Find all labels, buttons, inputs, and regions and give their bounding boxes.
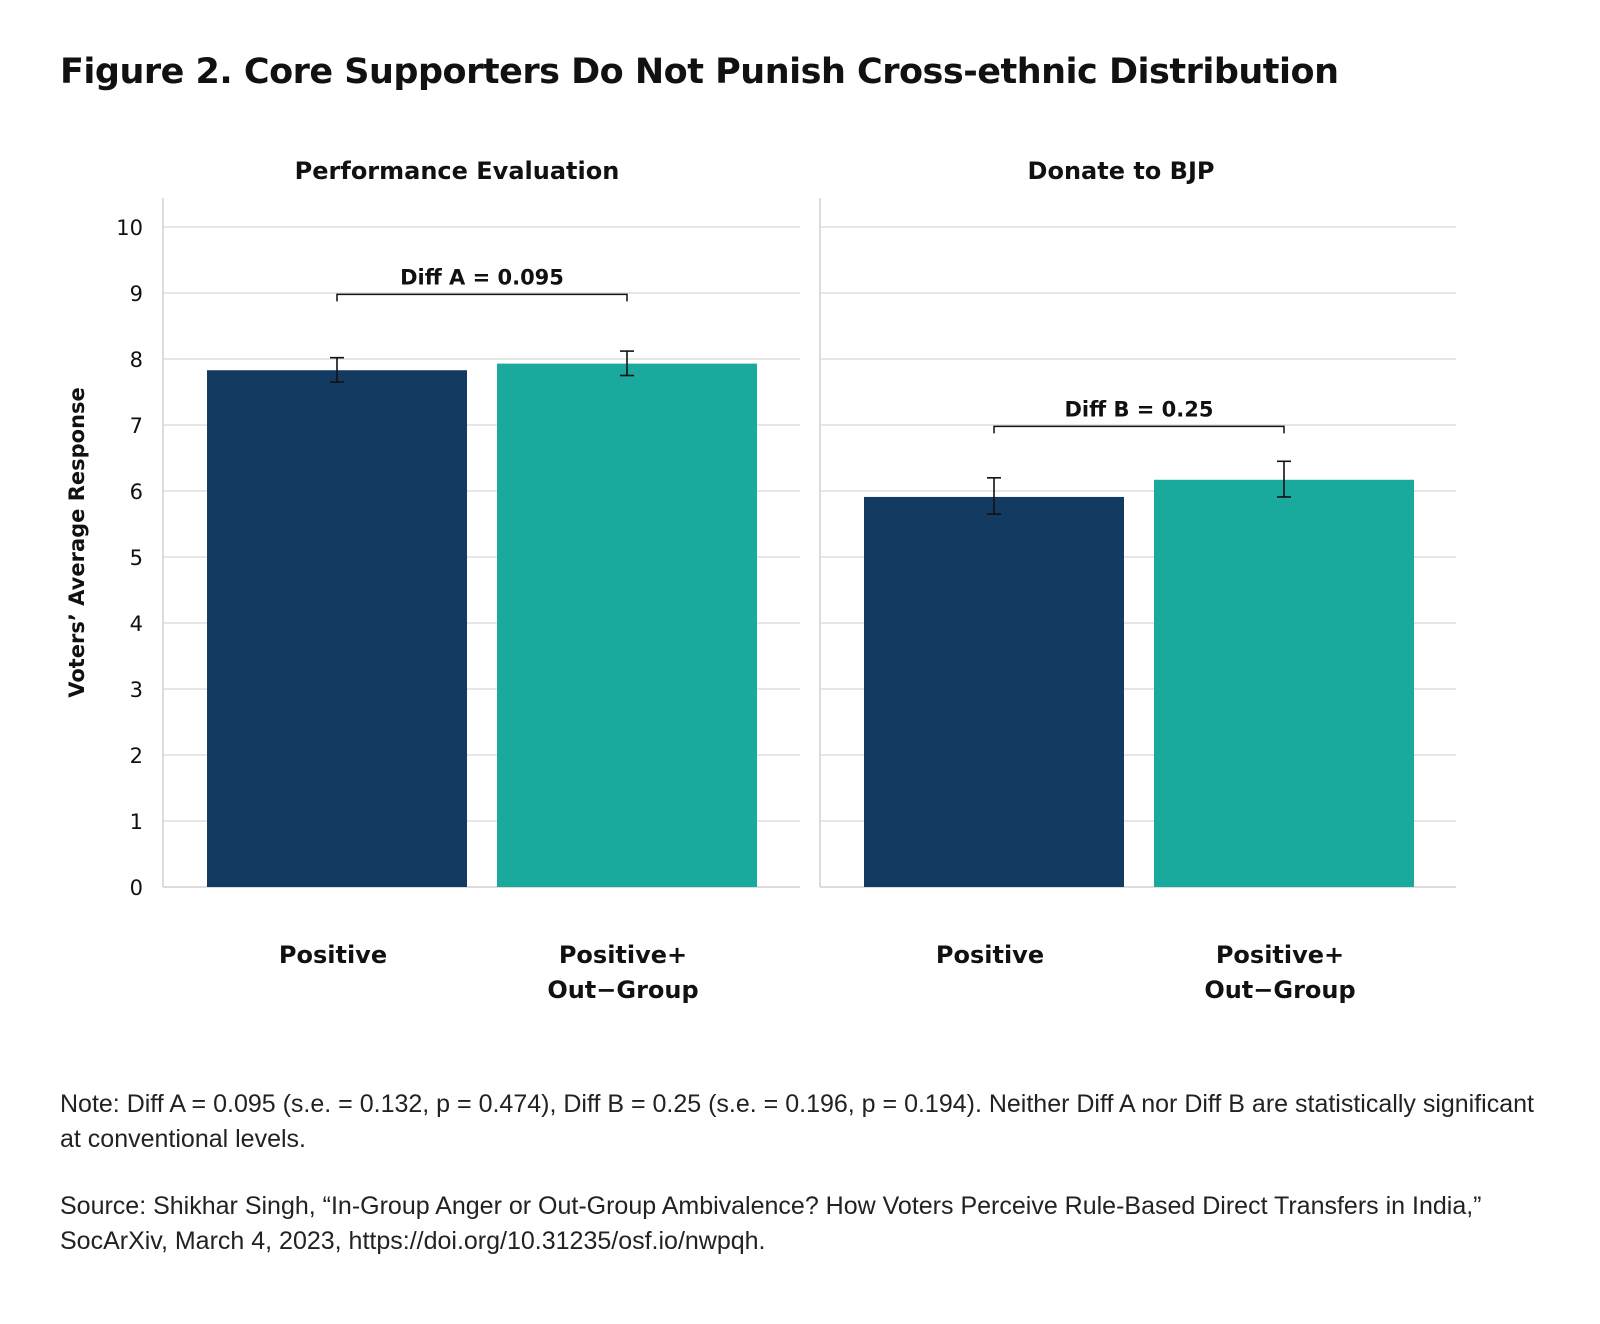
bar: [207, 370, 467, 888]
figure-note: Note: Diff A = 0.095 (s.e. = 0.132, p = …: [60, 1090, 1534, 1153]
diff-bracket: [993, 425, 1285, 434]
diff-bracket: [336, 293, 628, 302]
y-tick-label: 8: [130, 348, 143, 372]
figure-source: Source: Shikhar Singh, “In-Group Anger o…: [60, 1192, 1482, 1255]
y-axis-label: Voters’ Average Response: [65, 387, 89, 698]
y-tick-label: 0: [130, 876, 143, 900]
y-tick-label: 9: [130, 282, 143, 306]
y-tick-label: 10: [116, 216, 143, 240]
chart-area: 0 1 2 3 4 5 6 7 8 9 10 Voters’ Average Response Perf…: [65, 157, 1456, 1004]
x-category-label: Out−Group: [1204, 976, 1355, 1004]
panel-title: Donate to BJP: [1028, 157, 1215, 185]
bar: [864, 496, 1124, 887]
y-tick-label: 4: [130, 612, 143, 636]
y-tick-label: 1: [130, 810, 143, 834]
x-category-label: Positive+: [559, 941, 687, 969]
chart-panel-2: Donate to BJP Positive Positive+ Out−Group D…: [819, 157, 1456, 1004]
bar: [1154, 479, 1414, 887]
y-tick-label: 7: [130, 414, 143, 438]
y-tick-label: 5: [130, 546, 143, 570]
y-tick-label: 3: [130, 678, 143, 702]
y-tick-label: 2: [130, 744, 143, 768]
x-category-label: Out−Group: [547, 976, 698, 1004]
diff-label: Diff A = 0.095: [400, 265, 564, 289]
x-category-label: Positive: [936, 941, 1044, 969]
panel-title: Performance Evaluation: [295, 157, 620, 185]
y-tick-label: 6: [130, 480, 143, 504]
x-category-label: Positive: [279, 941, 387, 969]
bar: [497, 363, 757, 887]
diff-label: Diff B = 0.25: [1065, 397, 1214, 421]
x-category-label: Positive+: [1216, 941, 1344, 969]
chart-panel-1: 0 1 2 3 4 5 6 7 8 9 10 Voters’ Average Response Perf…: [65, 157, 800, 1004]
figure-title: Figure 2. Core Supporters Do Not Punish …: [60, 52, 1339, 92]
